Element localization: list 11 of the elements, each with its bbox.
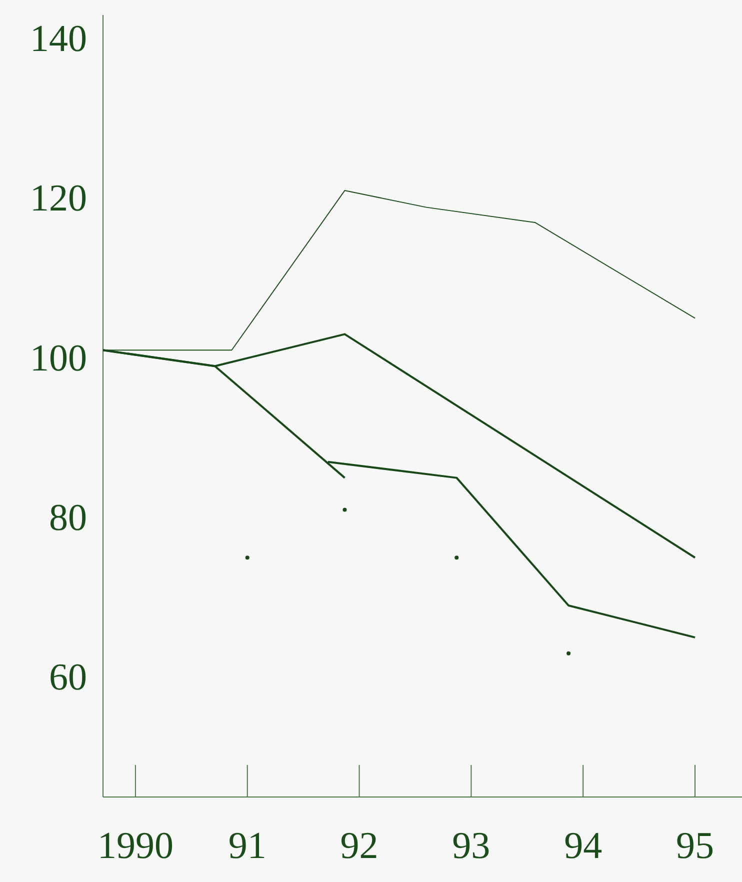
- x-tick-label: 95: [676, 824, 714, 867]
- y-tick-label: 140: [30, 18, 87, 60]
- y-tick-label: 80: [49, 496, 87, 539]
- y-tick-label: 120: [30, 178, 87, 220]
- x-tick-label: 94: [564, 824, 602, 867]
- x-tick-label: 92: [340, 824, 378, 867]
- y-tick-label: 60: [49, 656, 87, 698]
- x-tick-label: 1990: [97, 824, 174, 867]
- y-tick-label: 100: [30, 337, 87, 380]
- x-tick-label: 93: [452, 824, 490, 867]
- x-tick-label: 91: [228, 824, 266, 867]
